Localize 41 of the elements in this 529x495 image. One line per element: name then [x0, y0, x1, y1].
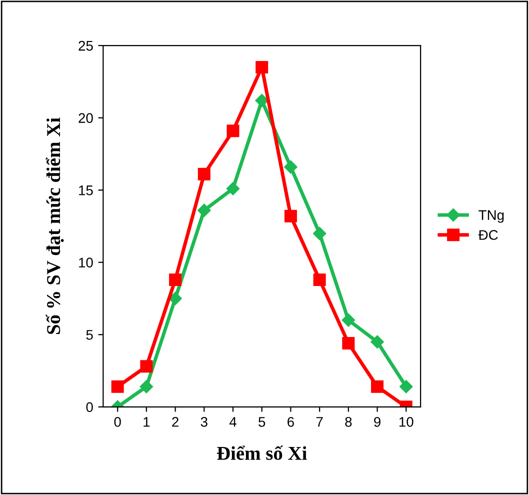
x-tick-label: 1: [144, 417, 150, 427]
x-tick-label: 0: [114, 416, 121, 427]
y-tick-label: 0: [86, 402, 93, 412]
point: [169, 273, 182, 286]
point: [342, 337, 355, 350]
x-tick-label: 7: [316, 417, 323, 427]
x-tick-label: 2: [172, 416, 178, 427]
point: [312, 226, 326, 240]
y-tick-label: 10: [79, 258, 93, 268]
x-tick-label: 10: [399, 416, 414, 427]
point: [284, 210, 297, 222]
point: [111, 380, 124, 393]
x-tick-label: 3: [200, 416, 208, 427]
y-tick-label: 15: [79, 186, 93, 196]
legend-label: ĐC: [478, 230, 498, 240]
x-axis-title: Điểm số Xi: [216, 446, 307, 460]
point: [255, 94, 268, 108]
point: [140, 380, 154, 394]
point: [371, 380, 384, 393]
point: [198, 168, 210, 180]
point: [342, 314, 356, 327]
point: [313, 273, 326, 286]
x-tick-label: 5: [258, 417, 266, 427]
x-tick-label: 6: [288, 416, 294, 427]
legend-label: TNg: [478, 210, 504, 223]
point: [140, 360, 153, 373]
point: [226, 182, 240, 196]
point: [284, 160, 298, 174]
y-tick-label: 5: [86, 330, 93, 340]
x-tick-label: 9: [374, 416, 380, 427]
point: [168, 292, 182, 306]
y-tick-label: 20: [78, 113, 93, 123]
point: [256, 60, 268, 74]
x-tick-label: 8: [345, 416, 352, 427]
point: [198, 204, 211, 217]
point: [370, 335, 384, 348]
y-axis-title: Số % SV đạt mức điểm Xi: [46, 118, 64, 334]
point: [226, 124, 240, 138]
x-tick-label: 4: [229, 417, 236, 427]
point: [400, 380, 413, 394]
y-tick-label: 25: [78, 40, 93, 51]
